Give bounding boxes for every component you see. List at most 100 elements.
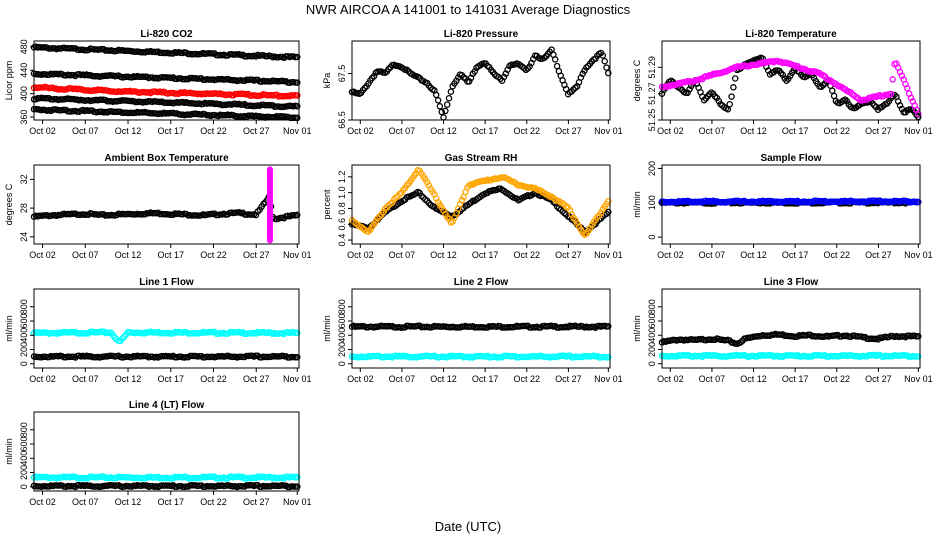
line4-flow-point — [294, 473, 301, 481]
pressure-frame — [351, 40, 611, 121]
line4-flow-title: Line 4 (LT) Flow — [129, 400, 205, 411]
licor-temp-xtick-label: Oct 17 — [782, 126, 809, 136]
pressure-title: Li-820 Pressure — [444, 29, 519, 40]
pressure-point — [599, 52, 607, 59]
licor-temp-point — [777, 69, 785, 77]
pressure-point — [370, 72, 378, 80]
pressure-xtick-label: Oct 22 — [514, 126, 541, 136]
line4-flow-point — [294, 483, 301, 490]
line1-flow-title: Line 1 Flow — [139, 277, 194, 288]
panel-sample-flow: Sample Flow Oct 02 Oct 07 Oct 12 Oct 17 Oct 2… — [632, 153, 933, 260]
line3-flow-ylabel: ml/min — [632, 315, 642, 342]
box-temp-series-0 — [30, 193, 301, 223]
rh-xtick-label: Oct 27 — [555, 250, 582, 260]
pressure-point — [453, 77, 460, 84]
licor-temp-ytick-label: 51.25 — [647, 109, 657, 132]
licor-temp-series-group — [658, 54, 922, 121]
co2-ylabel: Licor ppm — [4, 61, 14, 101]
panel-co2: Li-820 CO2 Oct 02 Oct 07 Oct 12 Oct 17 Oct 22… — [4, 29, 312, 136]
sample-flow-frame — [661, 164, 921, 245]
rh-ytick-label: 0.6 — [337, 218, 347, 231]
line1-flow-ytick-label: 600 — [19, 314, 29, 329]
pressure-ytick-label: 66.5 — [337, 111, 347, 129]
line2-flow-ytick-label: 200 — [337, 342, 347, 357]
line2-flow-ytick-label: 0 — [337, 361, 347, 366]
licor-temp-point — [847, 89, 854, 96]
licor-temp-xtick-label: Nov 01 — [904, 126, 933, 136]
sample-flow-series-1 — [658, 197, 922, 206]
licor-temp-xtick-label: Oct 12 — [740, 126, 767, 136]
line2-flow-frame — [351, 288, 611, 369]
licor-temp-xtick-label: Oct 07 — [699, 126, 726, 136]
line2-flow-title: Line 2 Flow — [454, 277, 509, 288]
line2-flow-xtick-label: Oct 22 — [514, 374, 541, 384]
pressure-point — [440, 114, 447, 121]
rh-series-1 — [348, 166, 612, 238]
co2-ytick-label: 360 — [19, 110, 29, 125]
line1-flow-xtick-label: Oct 17 — [158, 374, 185, 384]
line4-flow-xtick-label: Oct 27 — [243, 497, 270, 507]
line2-flow-series-group — [348, 322, 612, 361]
box-temp-xtick-label: Oct 17 — [158, 250, 185, 260]
box-temp-xtick-label: Oct 07 — [72, 250, 99, 260]
licor-temp-point — [700, 96, 708, 104]
rh-ylabel: percent — [322, 189, 332, 220]
co2-point — [294, 92, 301, 99]
co2-xtick-label: Nov 01 — [283, 126, 312, 136]
co2-point — [294, 79, 301, 86]
line3-flow-frame — [661, 288, 921, 369]
co2-ytick-label: 480 — [19, 39, 29, 54]
line1-flow-ytick-label: 800 — [19, 299, 29, 314]
box-temp-xtick-label: Oct 02 — [29, 250, 56, 260]
box-temp-frame — [33, 164, 300, 245]
sample-flow-series-group — [658, 197, 922, 207]
pressure-point — [526, 63, 533, 70]
line2-flow-xtick-label: Nov 01 — [594, 374, 623, 384]
co2-series-1 — [30, 70, 301, 86]
rh-xtick-label: Oct 17 — [472, 250, 499, 260]
sample-flow-ytick-label: 100 — [647, 195, 657, 210]
line4-flow-ytick-label: 800 — [19, 422, 29, 437]
line4-flow-xtick-label: Oct 12 — [115, 497, 142, 507]
line4-flow-ytick-label: 400 — [19, 451, 29, 466]
panels: Li-820 CO2 Oct 02 Oct 07 Oct 12 Oct 17 Oct 22… — [4, 29, 933, 507]
rh-xtick-label: Oct 12 — [430, 250, 457, 260]
rh-point — [605, 208, 612, 216]
rh-series-group — [348, 166, 612, 238]
line4-flow-xtick-label: Oct 17 — [158, 497, 185, 507]
line2-flow-xtick-label: Oct 17 — [472, 374, 499, 384]
pressure-xtick-label: Oct 27 — [555, 126, 582, 136]
line2-flow-series-0 — [348, 322, 612, 331]
pressure-point — [500, 73, 508, 81]
pressure-ylabel: kPa — [322, 73, 332, 89]
pressure-point — [432, 91, 440, 99]
pressure-xtick-label: Oct 12 — [430, 126, 457, 136]
licor-temp-frame — [661, 40, 921, 121]
licor-temp-point — [887, 90, 895, 98]
co2-xtick-label: Oct 17 — [158, 126, 185, 136]
co2-series-2 — [30, 94, 301, 111]
rh-point — [597, 209, 605, 216]
licor-temp-xtick-label: Oct 02 — [657, 126, 684, 136]
licor-temp-point — [731, 75, 739, 82]
line1-flow-xtick-label: Oct 02 — [29, 374, 56, 384]
line4-flow-ytick-label: 200 — [19, 465, 29, 480]
line2-flow-ytick-label: 400 — [337, 328, 347, 343]
pressure-point — [361, 84, 369, 92]
co2-ytick-label: 400 — [19, 86, 29, 101]
line3-flow-xtick-label: Oct 02 — [657, 374, 684, 384]
pressure-point — [434, 97, 442, 104]
licor-temp-xtick-label: Oct 27 — [865, 126, 892, 136]
line4-flow-series-1 — [30, 481, 301, 491]
licor-temp-point — [726, 100, 733, 108]
sample-flow-point — [915, 198, 922, 206]
panel-licor-temp: Li-820 Temperature Oct 02 Oct 07 Oct 12 Oct … — [632, 29, 933, 136]
rh-point — [458, 196, 466, 204]
rh-xtick-label: Oct 02 — [347, 250, 374, 260]
pressure-point — [605, 69, 612, 77]
line2-flow-series-1 — [348, 352, 612, 361]
line3-flow-xtick-label: Oct 12 — [740, 374, 767, 384]
co2-title: Li-820 CO2 — [140, 29, 193, 40]
line1-flow-xtick-label: Oct 12 — [115, 374, 142, 384]
